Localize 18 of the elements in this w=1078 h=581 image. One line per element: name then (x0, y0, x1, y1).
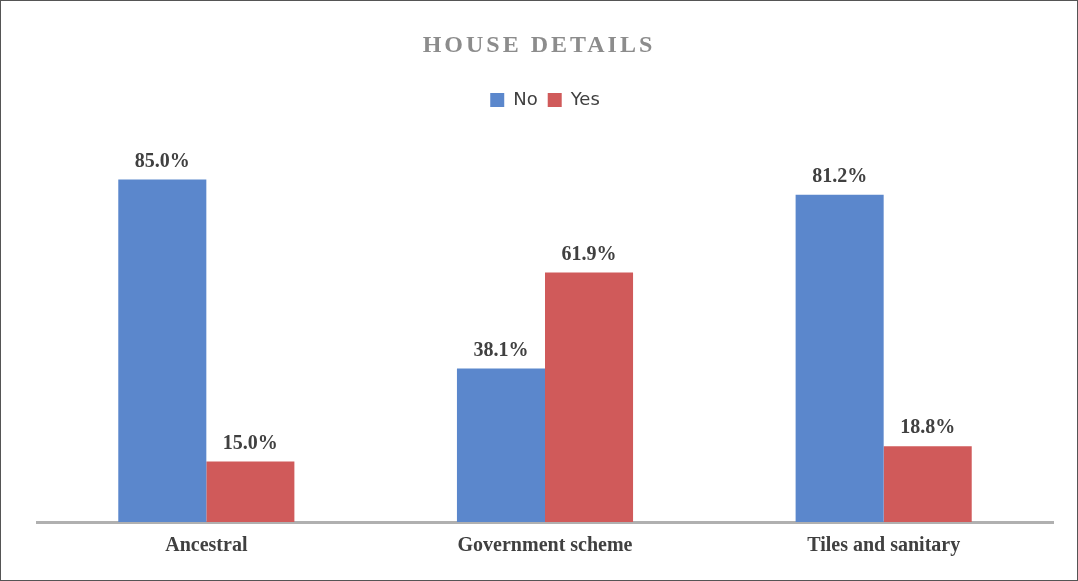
bar (545, 272, 634, 522)
bar (795, 194, 884, 522)
x-tick-label: Tiles and sanitary (807, 533, 961, 557)
legend-label: No (513, 87, 538, 109)
x-tick-label: Government scheme (457, 533, 633, 556)
data-label: 38.1% (473, 337, 529, 360)
bar (118, 179, 207, 522)
bar (883, 446, 972, 522)
data-label: 18.8% (900, 415, 956, 438)
bar (456, 368, 545, 522)
data-label: 15.0% (222, 430, 278, 453)
bar (206, 461, 295, 522)
data-label: 61.9% (561, 241, 617, 264)
legend-label: Yes (569, 87, 600, 109)
data-label: 81.2% (812, 163, 868, 186)
x-tick-label: Ancestral (165, 533, 248, 556)
data-label: 85.0% (134, 148, 190, 171)
chart-title: HOUSE DETAILS (421, 31, 657, 58)
